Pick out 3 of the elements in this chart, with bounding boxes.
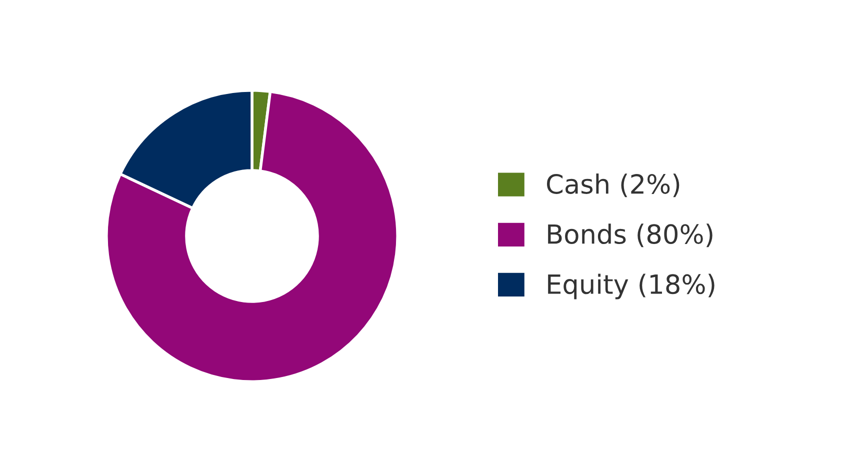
legend-label: Equity (18%) [548,274,714,300]
legend-label: Bonds (80%) [548,224,712,248]
legend-label: Cash (2%) [546,174,680,198]
